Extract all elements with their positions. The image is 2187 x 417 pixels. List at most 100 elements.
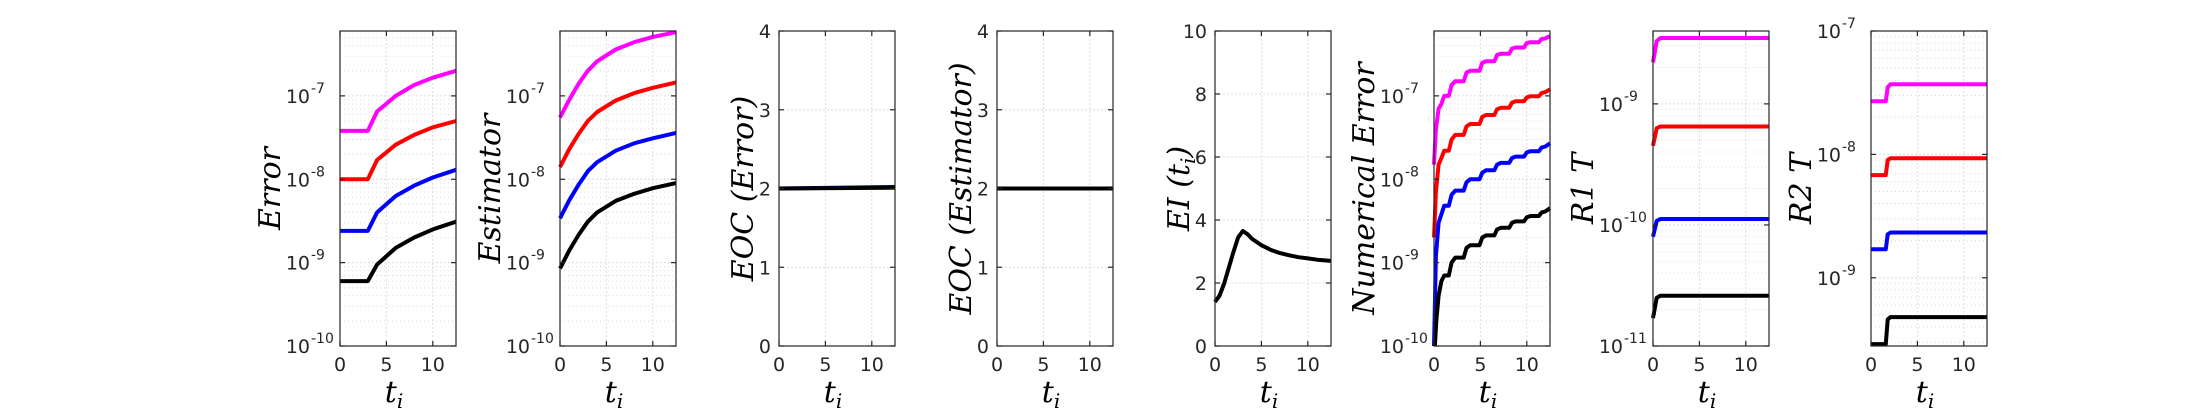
x-tick-label: 10	[641, 354, 665, 376]
x-axis-label: ti	[1698, 375, 1716, 413]
x-tick-label: 5	[1255, 354, 1267, 376]
x-axis-label-main: t	[1260, 375, 1273, 410]
y-tick-label: 3	[977, 100, 989, 122]
x-tick-label: 10	[1515, 354, 1539, 376]
y-tick-exponent: -9	[1624, 89, 1638, 105]
x-tick-label: 0	[554, 354, 566, 376]
y-axis-label: Estimator	[473, 112, 508, 264]
y-tick-label: 0	[759, 336, 771, 358]
y-tick-label: 10	[1380, 169, 1404, 191]
y-tick-label: 10	[1817, 21, 1841, 43]
y-tick-label: 3	[759, 100, 771, 122]
y-tick-label: 10	[1380, 86, 1404, 108]
series-line-blue	[340, 167, 457, 233]
x-tick-label: 0	[1865, 354, 1877, 376]
y-tick-label: 10	[506, 169, 530, 191]
x-tick-label: 10	[1952, 354, 1976, 376]
y-tick-exponent: -11	[1624, 331, 1647, 347]
x-tick-label: 5	[380, 354, 392, 376]
series-line-magenta	[1432, 34, 1551, 165]
x-tick-label: 0	[334, 354, 346, 376]
x-axis-label-main: t	[1479, 375, 1492, 410]
x-axis-label-main: t	[1916, 375, 1929, 410]
y-axis-label-main: R1 T	[1566, 151, 1601, 225]
x-axis-label: ti	[1042, 375, 1060, 413]
y-axis-label-tail: )	[1162, 146, 1197, 159]
y-axis-label: EOC (Estimator)	[944, 62, 979, 315]
x-axis-label-sub: i	[1054, 389, 1060, 413]
y-tick-label: 4	[1195, 210, 1207, 232]
x-tick-label: 10	[1296, 354, 1320, 376]
series-line-blue	[1871, 230, 1987, 252]
x-axis-label: ti	[385, 375, 403, 413]
x-tick-label: 0	[1209, 354, 1221, 376]
y-axis-label-main: EI (t	[1162, 163, 1197, 232]
axes-box	[1652, 30, 1770, 347]
axes-box	[1870, 30, 1988, 347]
y-axis-label: R2 T	[1784, 151, 1819, 225]
x-tick-label: 0	[991, 354, 1003, 376]
x-tick-label: 0	[1647, 354, 1659, 376]
x-axis-label: ti	[1479, 375, 1497, 413]
x-axis-label: ti	[1916, 375, 1934, 413]
x-tick-label: 0	[773, 354, 785, 376]
y-axis-label-main: EOC (Estimator)	[944, 62, 979, 315]
x-tick-label: 10	[860, 354, 884, 376]
x-axis-label-main: t	[1042, 375, 1055, 410]
series-line-magenta	[558, 30, 677, 119]
x-axis-label-sub: i	[1928, 389, 1934, 413]
y-tick-exponent: -9	[311, 248, 325, 264]
y-tick-label: 6	[1195, 147, 1207, 169]
x-axis-label-sub: i	[1491, 389, 1497, 413]
x-tick-label: 10	[1078, 354, 1102, 376]
y-tick-exponent: -8	[1842, 139, 1856, 155]
chart-panel-3: 0 5 10 0 1 2 3 4 ti EOC (Error)	[726, 21, 896, 413]
series-line-black	[1871, 315, 1987, 347]
y-tick-label: 10	[1599, 336, 1623, 358]
series-line-black	[1432, 206, 1552, 347]
x-tick-label: 10	[421, 354, 445, 376]
y-tick-label: 10	[1183, 21, 1207, 43]
y-axis-label: EOC (Error)	[726, 96, 761, 282]
x-tick-label: 5	[1693, 354, 1705, 376]
y-axis-label: EI (ti)	[1162, 146, 1200, 232]
x-axis-label-sub: i	[1710, 389, 1716, 413]
y-tick-exponent: -8	[531, 164, 545, 180]
y-tick-label: 1	[759, 257, 771, 279]
y-axis-label-main: R2 T	[1784, 151, 1819, 225]
y-tick-label: 0	[1195, 336, 1207, 358]
y-tick-label: 2	[1195, 273, 1207, 295]
series-line-red	[558, 80, 677, 169]
y-tick-exponent: -10	[1624, 210, 1647, 226]
y-tick-label: 10	[1599, 215, 1623, 237]
x-axis-label: ti	[605, 375, 623, 413]
x-axis-label: ti	[824, 375, 842, 413]
series-line-red	[1432, 87, 1552, 238]
y-tick-exponent: -9	[1842, 263, 1856, 279]
y-tick-label: 10	[1817, 144, 1841, 166]
series-line-magenta	[1651, 36, 1769, 63]
y-tick-label: 10	[286, 253, 310, 275]
series-line-black	[340, 219, 457, 284]
series-line-blue	[558, 130, 677, 220]
series-line-magenta	[340, 68, 457, 133]
y-tick-exponent: -9	[531, 248, 545, 264]
x-tick-label: 5	[1037, 354, 1049, 376]
y-tick-label: 10	[286, 169, 310, 191]
series-line-black	[558, 181, 677, 270]
chart-panel-4: 0 5 10 0 1 2 3 4 ti EOC (Estimator)	[944, 21, 1114, 413]
x-axis-label-main: t	[1698, 375, 1711, 410]
y-tick-label: 10	[506, 86, 530, 108]
x-tick-label: 5	[1911, 354, 1923, 376]
y-axis-label-main: Error	[253, 145, 288, 231]
y-axis-label-main: Estimator	[473, 112, 508, 264]
series-line-black	[778, 185, 896, 191]
x-tick-label: 10	[1734, 354, 1758, 376]
series-line-red	[1651, 124, 1769, 147]
x-axis-label-sub: i	[836, 389, 842, 413]
series-line-blue	[1432, 141, 1552, 347]
